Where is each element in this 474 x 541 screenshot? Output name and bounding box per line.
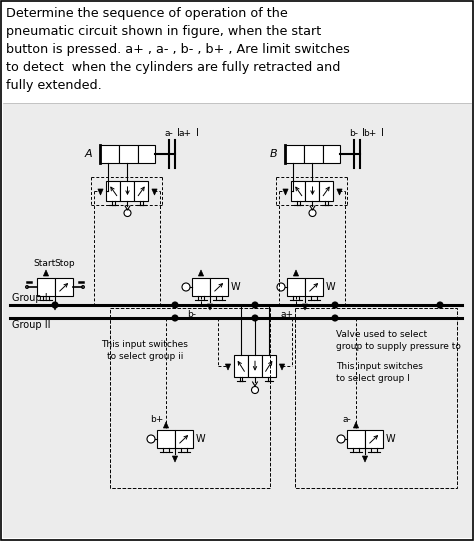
Bar <box>175 430 193 448</box>
Bar <box>119 145 138 163</box>
Circle shape <box>182 283 190 291</box>
Circle shape <box>277 283 285 291</box>
Circle shape <box>172 315 178 321</box>
Text: Group I: Group I <box>12 293 47 303</box>
Bar <box>192 278 210 296</box>
Circle shape <box>147 435 155 443</box>
Bar <box>305 278 323 296</box>
Text: a+: a+ <box>179 129 191 138</box>
Circle shape <box>332 302 338 308</box>
Text: Start: Start <box>34 259 56 268</box>
Circle shape <box>309 209 316 216</box>
Polygon shape <box>53 304 58 310</box>
Circle shape <box>124 209 131 216</box>
Polygon shape <box>152 189 157 195</box>
Text: I: I <box>196 128 199 138</box>
Bar <box>135 181 148 201</box>
Text: a-: a- <box>164 129 173 138</box>
Bar <box>295 308 457 488</box>
Text: A: A <box>84 149 92 159</box>
Text: B: B <box>269 149 277 159</box>
Polygon shape <box>173 456 178 462</box>
Bar <box>365 430 383 448</box>
Text: b-: b- <box>349 129 358 138</box>
Bar <box>120 181 135 201</box>
Circle shape <box>252 315 258 321</box>
Circle shape <box>52 302 58 308</box>
Polygon shape <box>293 270 299 276</box>
Circle shape <box>252 386 258 393</box>
Text: I: I <box>176 128 180 138</box>
Polygon shape <box>164 422 169 428</box>
Bar <box>100 145 119 163</box>
Text: W: W <box>326 282 336 292</box>
Bar <box>55 278 73 296</box>
Text: This input switches
to select group I: This input switches to select group I <box>336 362 423 383</box>
Polygon shape <box>363 456 368 462</box>
Text: a+: a+ <box>281 310 293 319</box>
Bar <box>210 278 228 296</box>
Text: a-: a- <box>343 415 351 424</box>
Text: Stop: Stop <box>55 259 75 268</box>
Bar <box>304 145 323 163</box>
Circle shape <box>332 315 338 321</box>
Bar <box>138 145 155 163</box>
Polygon shape <box>98 189 103 195</box>
Text: b+: b+ <box>364 129 377 138</box>
Polygon shape <box>44 270 49 276</box>
Text: Valve used to select
group to supply pressure to: Valve used to select group to supply pre… <box>336 330 461 351</box>
Text: W: W <box>386 434 396 444</box>
Bar <box>157 430 175 448</box>
Polygon shape <box>208 304 213 310</box>
Polygon shape <box>354 422 359 428</box>
Bar <box>262 355 276 377</box>
Bar <box>292 181 306 201</box>
Bar <box>37 278 55 296</box>
Bar <box>323 145 340 163</box>
Circle shape <box>172 302 178 308</box>
Text: b+: b+ <box>150 415 164 424</box>
Bar <box>285 145 304 163</box>
Bar <box>234 355 248 377</box>
Bar <box>110 308 270 488</box>
Polygon shape <box>302 304 308 310</box>
Polygon shape <box>226 364 230 370</box>
Polygon shape <box>199 270 204 276</box>
Text: I: I <box>381 128 383 138</box>
Bar <box>319 181 334 201</box>
Text: W: W <box>196 434 206 444</box>
Text: I: I <box>362 128 365 138</box>
Bar <box>347 430 365 448</box>
Circle shape <box>437 302 443 308</box>
Bar <box>287 278 305 296</box>
Circle shape <box>252 302 258 308</box>
Text: Group II: Group II <box>12 320 51 330</box>
Text: This input switches
to select group ii: This input switches to select group ii <box>101 340 189 361</box>
Polygon shape <box>283 189 288 195</box>
Bar <box>107 181 120 201</box>
Text: W: W <box>231 282 241 292</box>
Text: b-: b- <box>188 310 197 319</box>
Circle shape <box>26 286 28 288</box>
Polygon shape <box>279 364 284 370</box>
Circle shape <box>337 435 345 443</box>
Polygon shape <box>337 189 342 195</box>
Bar <box>3 104 472 538</box>
Bar <box>248 355 262 377</box>
Text: Determine the sequence of operation of the
pneumatic circuit shown in figure, wh: Determine the sequence of operation of t… <box>6 7 350 92</box>
Circle shape <box>82 286 84 288</box>
Bar <box>306 181 319 201</box>
